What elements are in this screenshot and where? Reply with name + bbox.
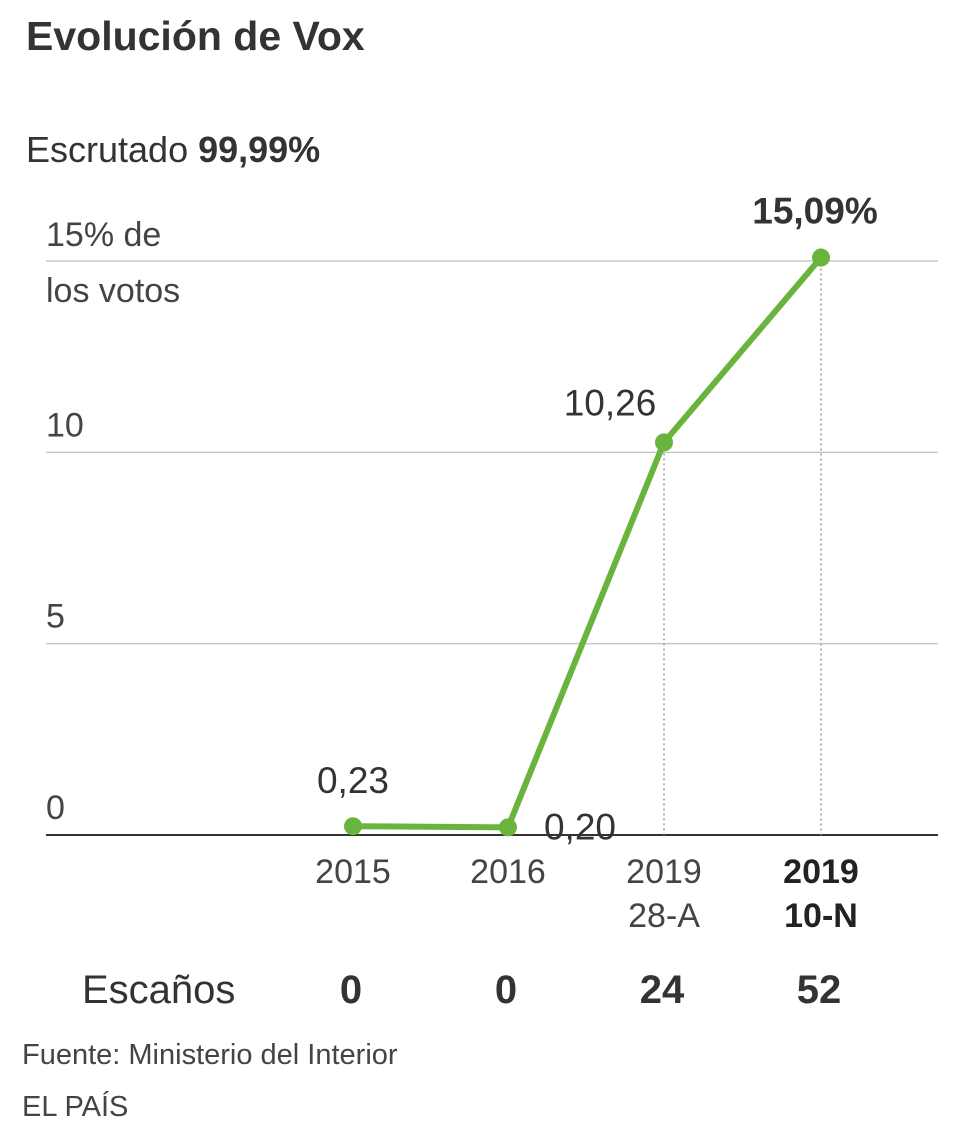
y-tick-label: 5 xyxy=(46,598,65,636)
chart-subtitle: Escrutado 99,99% xyxy=(26,129,320,170)
chart-title: Evolución de Vox xyxy=(26,13,365,59)
y-tick-labels: 15% de los votos 10 5 0 xyxy=(46,216,180,827)
gridlines xyxy=(46,260,938,836)
data-label: 0,23 xyxy=(317,760,389,801)
x-tick-label: 2019 10-N xyxy=(783,853,859,935)
credit: EL PAÍS xyxy=(22,1090,128,1123)
data-label: 0,20 xyxy=(544,806,616,847)
x-tick-labels: 2015 2016 2019 28-A 2019 10-N xyxy=(315,853,859,935)
series-line xyxy=(350,254,824,831)
x-tick-label: 2016 xyxy=(470,853,546,891)
y-tick-label: 0 xyxy=(46,789,65,827)
subtitle-value: 99,99% xyxy=(198,129,320,170)
seats-value: 24 xyxy=(640,968,685,1012)
data-point xyxy=(655,433,673,452)
data-point xyxy=(344,817,362,836)
data-point xyxy=(499,818,517,837)
seats-row: Escaños 0 0 24 52 xyxy=(82,968,841,1012)
drop-lines xyxy=(663,263,822,835)
seats-value: 0 xyxy=(495,968,517,1012)
data-labels: 0,23 0,20 10,26 15,09% xyxy=(317,191,878,848)
source-note: Fuente: Ministerio del Interior xyxy=(22,1039,398,1071)
x-tick-label: 2015 xyxy=(315,853,391,891)
subtitle-prefix: Escrutado xyxy=(26,129,198,170)
x-tick-label: 2019 28-A xyxy=(626,853,702,935)
data-points xyxy=(344,248,830,837)
seats-value: 0 xyxy=(340,968,362,1012)
data-point xyxy=(812,248,830,267)
y-tick-label: 15% de los votos xyxy=(46,216,180,310)
data-label: 10,26 xyxy=(564,382,657,423)
seats-value: 52 xyxy=(797,968,842,1012)
data-label: 15,09% xyxy=(752,191,878,232)
seats-label: Escaños xyxy=(82,968,235,1012)
y-tick-label: 10 xyxy=(46,406,84,444)
